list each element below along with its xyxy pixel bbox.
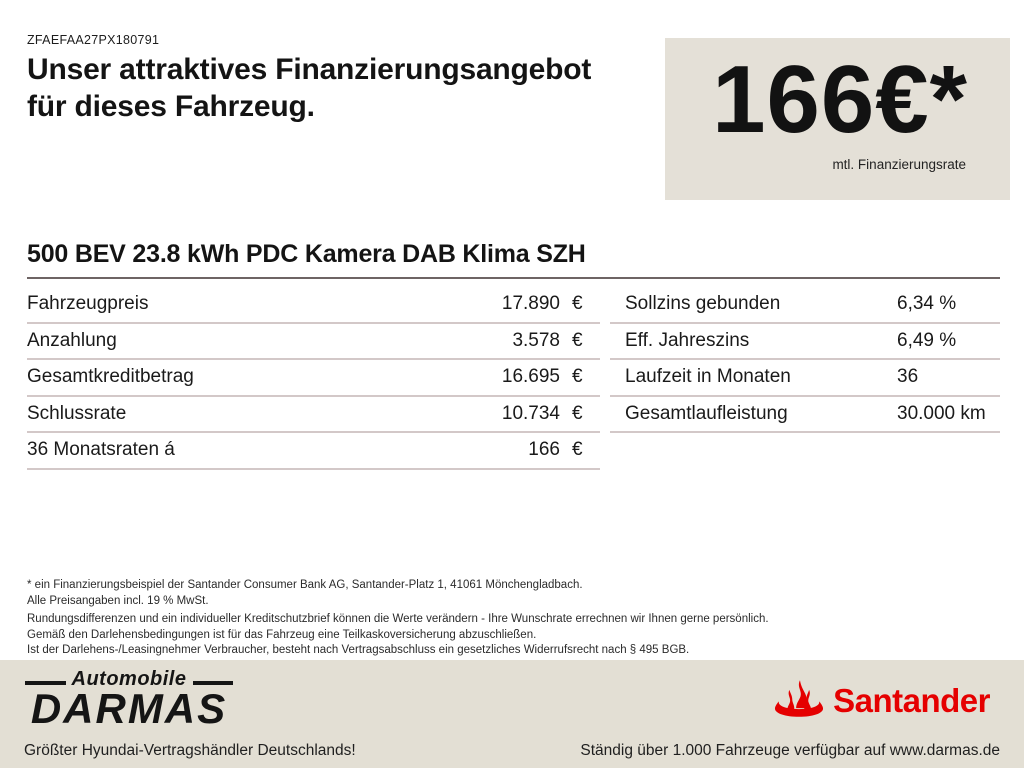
monthly-rate-value: 166€* [712,46,968,153]
row-label: Eff. Jahreszins [625,329,750,351]
table-row: Gesamtkreditbetrag 16.695 € [27,360,600,397]
row-label: Fahrzeugpreis [27,293,149,315]
row-value: 16.695 [501,366,560,388]
vehicle-vin: ZFAEFAA27PX180791 [27,33,160,47]
row-label: 36 Monatsraten á [27,439,175,461]
row-label: Laufzeit in Monaten [625,366,791,388]
row-unit: € [572,293,583,315]
finance-table-left-column: Fahrzeugpreis 17.890 € Anzahlung 3.578 €… [27,287,600,470]
darmas-logo: Automobile DARMAS [25,668,233,730]
santander-wordmark: Santander [833,682,990,719]
dealer-tagline: Größter Hyundai-Vertragshändler Deutschl… [24,742,356,759]
disclaimer-line: Gemäß den Darlehensbedingungen ist für d… [27,628,537,641]
row-label: Gesamtkreditbetrag [27,366,194,388]
monthly-rate-box: 166€* mtl. Finanzierungsrate [665,38,1010,200]
table-row: Fahrzeugpreis 17.890 € [27,287,600,324]
disclaimer: * ein Finanzierungsbeispiel der Santande… [27,578,992,659]
row-value: 30.000 km [897,402,986,424]
row-value: 36 [897,366,919,388]
row-label: Schlussrate [27,402,127,424]
logo-rule-right [192,681,233,685]
bank-tagline: Ständig über 1.000 Fahrzeuge verfügbar a… [580,742,1000,759]
disclaimer-line: * ein Finanzierungsbeispiel der Santande… [27,579,583,591]
logo-rule-left [25,681,66,685]
row-value: 6,34 % [897,293,957,315]
row-value: 10.734 [501,402,560,424]
row-value: 166 [528,439,560,461]
row-value: 6,49 % [897,329,957,351]
row-unit: € [572,329,583,351]
table-row: Sollzins gebunden 6,34 % [610,287,1000,324]
santander-flame-icon [774,680,824,722]
darmas-logo-top: Automobile [25,668,233,691]
darmas-logo-word-automobile: Automobile [71,668,187,690]
santander-logo: Santander [774,680,990,722]
table-row: Anzahlung 3.578 € [27,324,600,360]
darmas-logo-name: DARMAS [30,685,228,732]
row-unit: € [572,402,583,424]
row-label: Gesamtlaufleistung [625,402,788,424]
row-label: Anzahlung [27,329,117,351]
footer-taglines: Größter Hyundai-Vertragshändler Deutschl… [24,742,1000,760]
disclaimer-line: Alle Preisangaben incl. 19 % MwSt. [27,594,209,607]
finance-table-right-column: Sollzins gebunden 6,34 % Eff. Jahreszins… [610,287,1000,433]
row-unit: € [572,366,583,388]
footer: Automobile DARMAS Santander Größter Hyun… [0,660,1024,768]
table-row: Eff. Jahreszins 6,49 % [610,324,1000,360]
page-title-line2: für dieses Fahrzeug. [27,90,315,123]
row-unit: € [572,439,583,461]
table-row: Laufzeit in Monaten 36 [610,360,1000,397]
disclaimer-line: Rundungsdifferenzen und ein individuelle… [27,613,769,626]
disclaimer-line: Ist der Darlehens-/Leasingnehmer Verbrau… [27,644,690,657]
finance-table: Fahrzeugpreis 17.890 € Anzahlung 3.578 €… [27,287,1000,487]
table-row: Schlussrate 10.734 € [27,397,600,433]
table-row: Gesamtlaufleistung 30.000 km [610,397,1000,433]
page-title-line1: Unser attraktives Finanzierungsangebot [27,53,592,86]
vehicle-title: 500 BEV 23.8 kWh PDC Kamera DAB Klima SZ… [27,240,1000,279]
page-title: Unser attraktives Finanzierungsangebot f… [27,51,591,125]
row-value: 3.578 [512,329,560,351]
row-value: 17.890 [501,293,560,315]
monthly-rate-caption: mtl. Finanzierungsrate [832,157,966,172]
row-label: Sollzins gebunden [625,293,781,315]
table-row: 36 Monatsraten á 166 € [27,433,600,470]
